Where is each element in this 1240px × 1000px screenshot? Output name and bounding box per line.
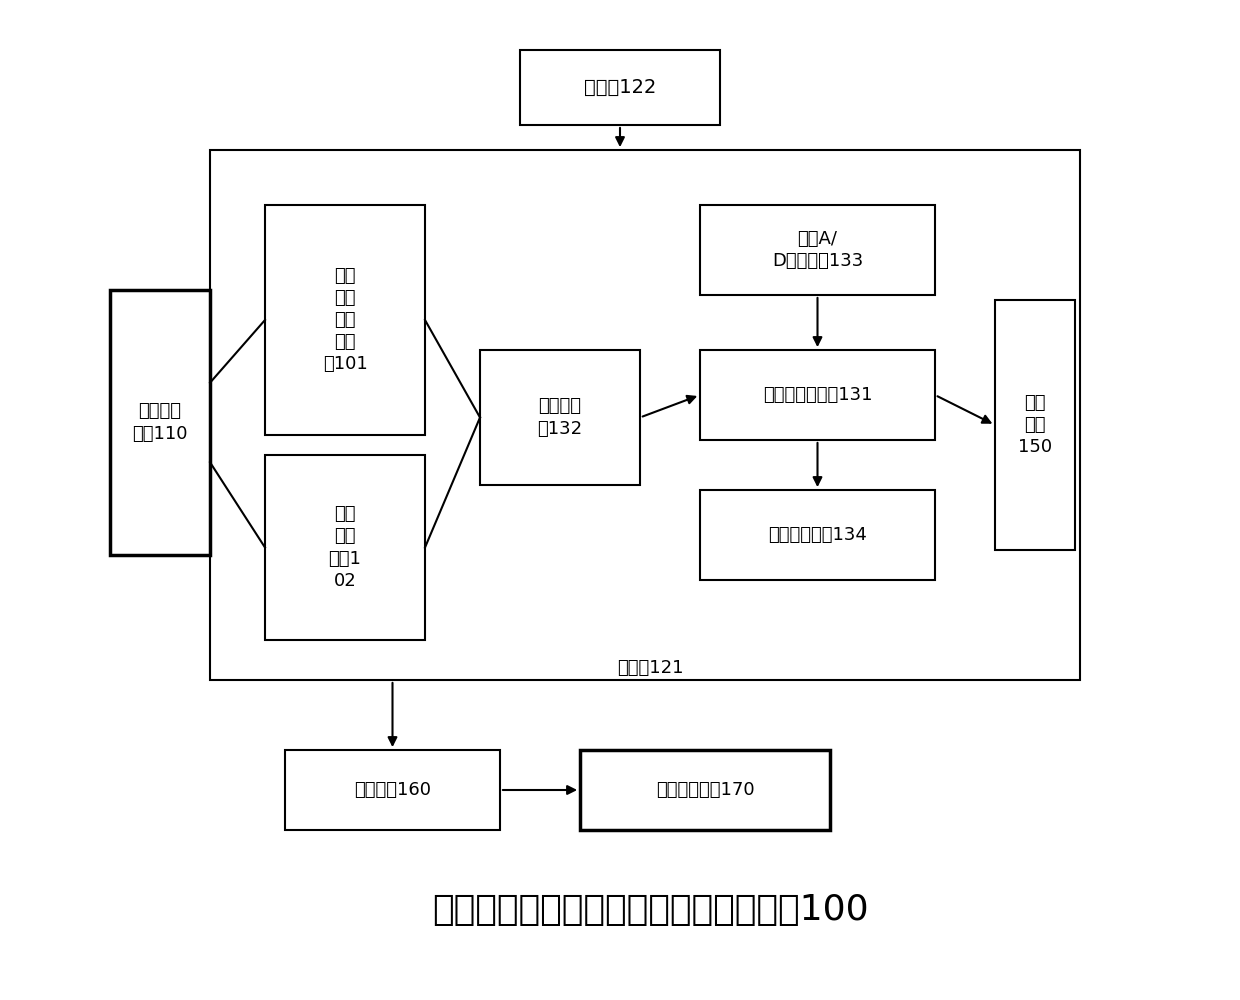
Bar (701, 205, 935, 295)
Text: 一体传感
模块110: 一体传感 模块110 (133, 402, 187, 443)
Bar (701, 350, 935, 440)
Bar (210, 150, 1080, 680)
Bar (265, 455, 425, 640)
Text: 通信
模块
150: 通信 模块 150 (1018, 394, 1052, 456)
Text: 心音
输入
端口1
02: 心音 输入 端口1 02 (329, 505, 361, 590)
Text: 预处理模
块132: 预处理模 块132 (537, 397, 583, 438)
Bar (580, 750, 830, 830)
Text: 心电
多导
联输
入端
口101: 心电 多导 联输 入端 口101 (322, 267, 367, 373)
Text: 心脏信号一体化智能采集传感系统终端100: 心脏信号一体化智能采集传感系统终端100 (432, 893, 868, 927)
Bar (994, 300, 1075, 550)
Bar (701, 490, 935, 580)
Text: 自动休眠模块170: 自动休眠模块170 (656, 781, 754, 799)
Bar (480, 350, 640, 485)
Text: 中央处理器模块131: 中央处理器模块131 (763, 386, 872, 404)
Bar (285, 750, 500, 830)
Text: 控制器121: 控制器121 (616, 659, 683, 677)
Text: 外置控制按钮134: 外置控制按钮134 (768, 526, 867, 544)
Text: 独立电源160: 独立电源160 (353, 781, 432, 799)
Bar (110, 290, 210, 555)
Bar (520, 50, 720, 125)
Text: 存储器122: 存储器122 (584, 78, 656, 97)
Text: 信号A/
D转换模块133: 信号A/ D转换模块133 (771, 230, 863, 270)
Bar (265, 205, 425, 435)
